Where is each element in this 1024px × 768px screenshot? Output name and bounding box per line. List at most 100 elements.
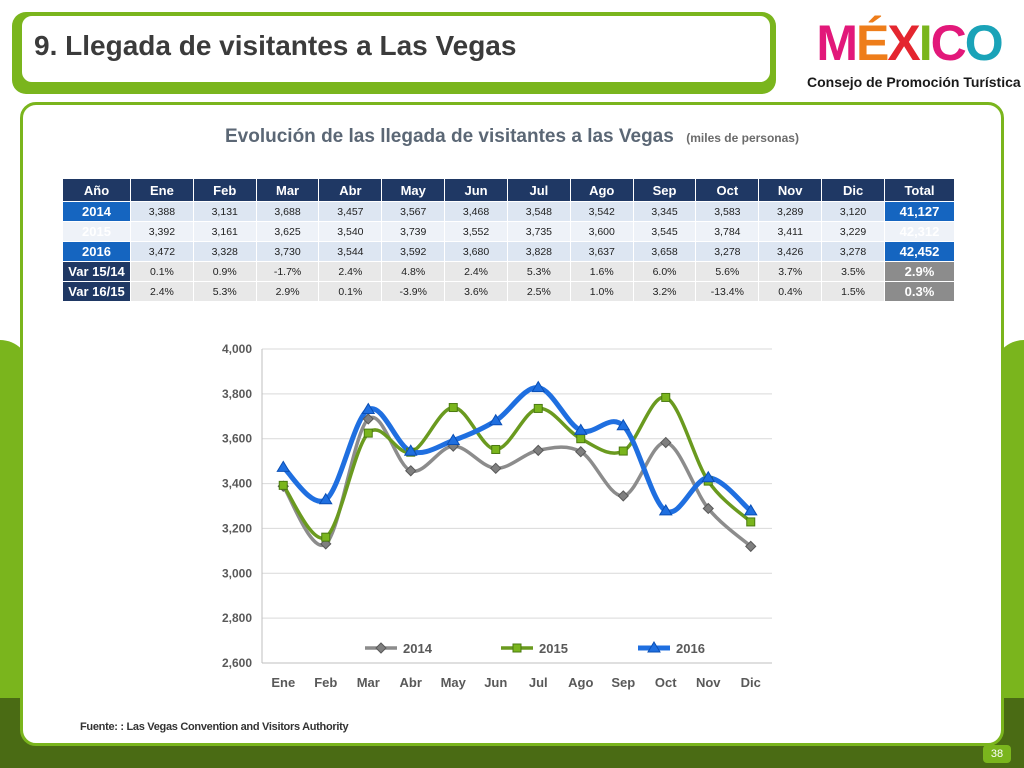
data-point-2016 (743, 503, 758, 516)
data-point-2016 (361, 402, 376, 415)
table-row: 2016 3,472 3,328 3,730 3,544 3,592 3,680… (62, 241, 955, 262)
data-point-2014 (405, 465, 417, 477)
table-header: May (381, 178, 446, 202)
data-point-2015 (661, 392, 671, 402)
table-header: Dic (821, 178, 885, 202)
data-point-2015 (278, 480, 288, 490)
data-point-2015 (491, 444, 501, 454)
table-cell: Var 15/14 (62, 261, 131, 282)
data-point-2016 (531, 380, 546, 393)
x-tick-label: Oct (655, 675, 677, 690)
table-cell: 0.3% (884, 281, 955, 302)
legend-label: 2016 (676, 641, 705, 656)
table-cell: 42,452 (884, 241, 955, 262)
table-cell: 1.6% (569, 261, 634, 282)
table-header: Oct (695, 178, 760, 202)
table-cell: 3,278 (695, 241, 760, 262)
table-cell: 42,312 (884, 221, 955, 242)
table-cell: 3,289 (758, 201, 823, 222)
legend-marker-2016 (647, 641, 661, 653)
legend-label: 2015 (539, 641, 568, 656)
x-tick-label: Jul (529, 675, 548, 690)
table-header: Abr (318, 178, 383, 202)
data-point-2016 (658, 503, 673, 516)
table-cell: 6.0% (632, 261, 697, 282)
data-point-2016 (701, 470, 716, 483)
legend-marker-2015 (512, 643, 522, 653)
x-tick-label: Feb (314, 675, 337, 690)
slide-title: 9. Llegada de visitantes a Las Vegas (34, 30, 517, 61)
table-header: Jul (506, 178, 571, 202)
data-point-2015 (618, 446, 628, 456)
table-cell: 3,680 (444, 241, 508, 262)
y-tick-label: 3,000 (222, 566, 252, 580)
table-cell: 2.9% (884, 261, 955, 282)
table-cell: 3,388 (130, 201, 194, 222)
chart-title: Evolución de las llegada de visitantes a… (225, 126, 674, 147)
y-tick-label: 3,800 (222, 387, 252, 401)
table-cell: 0.9% (192, 261, 257, 282)
table-cell: 3,457 (318, 201, 383, 222)
table-cell: 3,392 (130, 221, 194, 242)
table-cell: 1.5% (821, 281, 885, 302)
data-point-2014 (320, 538, 332, 550)
table-cell: 3,552 (444, 221, 508, 242)
table-cell: 2.4% (130, 281, 194, 302)
table-cell: 3,345 (632, 201, 697, 222)
data-point-2015 (746, 517, 756, 527)
chart-title-row: Evolución de las llegada de visitantes a… (0, 126, 1024, 148)
table-cell: 3,600 (569, 221, 634, 242)
table-cell: 3,828 (506, 241, 571, 262)
table-cell: 3.6% (444, 281, 508, 302)
x-tick-label: Abr (400, 675, 422, 690)
table-cell: 2.4% (318, 261, 383, 282)
data-point-2014 (617, 490, 629, 502)
page-number: 38 (983, 745, 1011, 763)
y-tick-label: 3,400 (222, 477, 252, 491)
table-cell: 3,739 (381, 221, 446, 242)
table-cell: 3,411 (758, 221, 823, 242)
mexico-logo: MÉXICO (816, 15, 1003, 71)
table-cell: 3,658 (632, 241, 697, 262)
data-point-2014 (745, 540, 757, 553)
line-chart: 2,600 2,800 3,000 3,200 3,400 3,600 3,800 4,000… (222, 342, 772, 690)
table-cell: 2.4% (444, 261, 508, 282)
x-tick-label: Nov (696, 675, 721, 690)
table-cell: Var 16/15 (62, 281, 131, 302)
x-tick-label: Sep (611, 675, 635, 690)
table-header: Año (62, 178, 131, 202)
table-cell: 3,735 (506, 221, 571, 242)
series-line-2015 (281, 395, 752, 540)
table-header: Ene (130, 178, 194, 202)
source-note: Fuente: : Las Vegas Convention and Visit… (80, 721, 349, 733)
series-line-2016 (281, 385, 753, 515)
data-point-2014 (362, 413, 374, 425)
table-cell: 3,583 (695, 201, 760, 222)
table-cell: 3,229 (821, 221, 885, 242)
data-point-2014 (660, 436, 672, 449)
x-tick-label: Ago (568, 675, 593, 690)
table-header: Ago (569, 178, 634, 202)
data-point-2016 (446, 433, 461, 446)
x-tick-label: Dic (741, 675, 761, 690)
x-tick-label: Jun (484, 675, 507, 690)
y-tick-label: 4,000 (222, 342, 252, 356)
table-row: 2014 3,388 3,131 3,688 3,457 3,567 3,468… (62, 201, 955, 222)
table-cell: 3,328 (192, 241, 257, 262)
x-tick-label: May (441, 675, 467, 690)
table-cell: 3,637 (569, 241, 634, 262)
data-point-2016 (616, 418, 631, 431)
table-cell: -1.7% (255, 261, 320, 282)
table-cell: 3,592 (381, 241, 446, 262)
table-cell: 3,161 (192, 221, 257, 242)
table-cell: 3,625 (255, 221, 320, 242)
table-cell: 4.8% (381, 261, 446, 282)
table-cell: 3.2% (632, 281, 697, 302)
table-row: Var 15/14 0.1% 0.9% -1.7% 2.4% 4.8% 2.4%… (62, 261, 955, 282)
table-cell: 3,131 (192, 201, 257, 222)
table-cell: 2.5% (506, 281, 571, 302)
table-cell: 3,472 (130, 241, 194, 262)
table-cell: 3,544 (318, 241, 383, 262)
visitors-table: Año Ene Feb Mar Abr May Jun Jul Ago Sep … (62, 178, 955, 302)
table-cell: 2.9% (255, 281, 320, 302)
